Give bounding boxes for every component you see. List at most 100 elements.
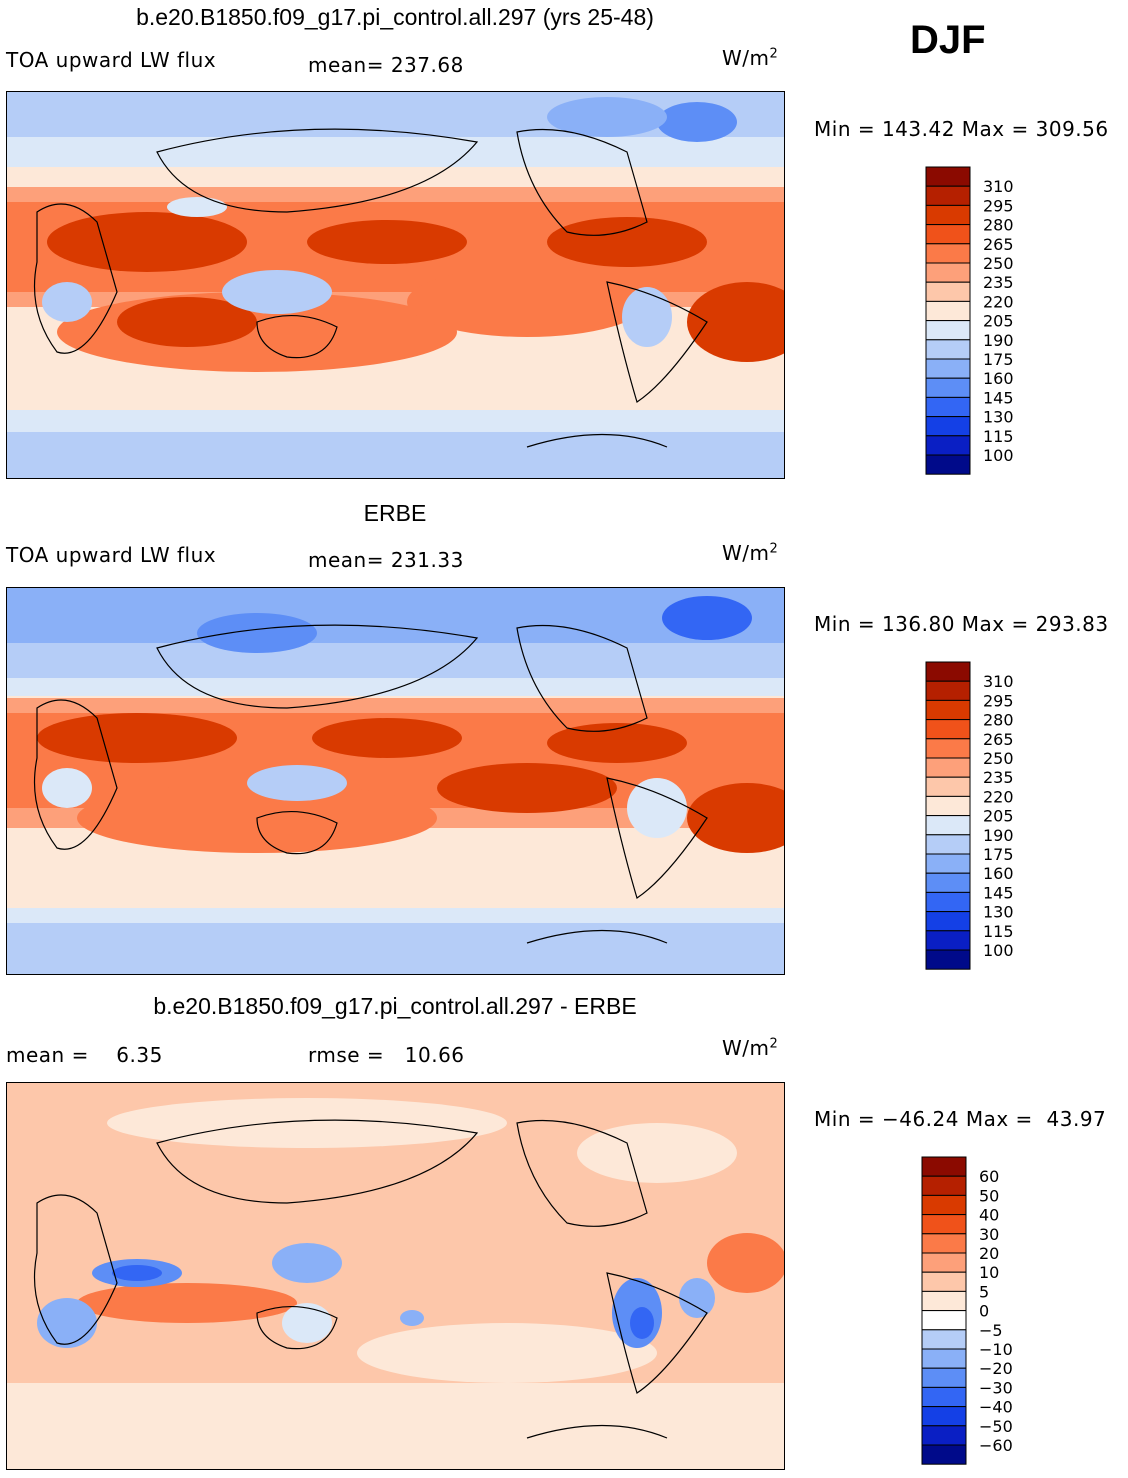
colorbar-box-14: [921, 1425, 967, 1446]
colorbar-label-11: 145: [983, 388, 1014, 407]
colorbar-box-9: [925, 339, 971, 360]
colorbar-box-2: [921, 1194, 967, 1216]
colorbar-box-12: [921, 1386, 967, 1408]
season-label: DJF: [910, 18, 986, 62]
colorbar-label-0: 60: [979, 1167, 999, 1186]
colorbar-label-4: 250: [983, 749, 1014, 768]
panel1-mean-label: mean= 237.68: [308, 53, 464, 77]
colorbar-box-12: [925, 396, 971, 418]
panel1-variable-label: TOA upward LW flux: [6, 48, 217, 72]
colorbar-label-7: 205: [983, 807, 1014, 826]
colorbar-box-7: [925, 300, 971, 322]
panel1-map: [6, 91, 785, 479]
colorbar-box-13: [925, 416, 971, 437]
colorbar-box-13: [921, 1406, 967, 1427]
panel3-rmse-label: rmse = 10.66: [308, 1043, 465, 1067]
colorbar-box-0: [921, 1156, 967, 1177]
colorbar-box-11: [921, 1367, 967, 1388]
colorbar-label-9: −10: [979, 1340, 1013, 1359]
colorbar-box-8: [925, 320, 971, 341]
panel1-minmax: Min = 143.42 Max = 309.56: [814, 117, 1109, 141]
colorbar-label-13: 115: [983, 427, 1014, 446]
panel2-map: [6, 587, 785, 975]
panel3-units: W/m2: [722, 1036, 779, 1060]
colorbar-box-11: [925, 872, 971, 893]
colorbar-label-4: 250: [983, 254, 1014, 273]
colorbar-box-13: [925, 911, 971, 932]
panel1-title: b.e20.B1850.f09_g17.pi_control.all.297 (…: [136, 4, 654, 30]
colorbar-box-10: [921, 1348, 967, 1369]
colorbar-box-15: [921, 1444, 967, 1465]
colorbar-label-2: 280: [983, 216, 1014, 235]
colorbar-label-14: −60: [979, 1436, 1013, 1455]
panel2-title: ERBE: [363, 500, 427, 526]
colorbar-box-5: [925, 757, 971, 778]
colorbar-label-5: 235: [983, 768, 1014, 787]
colorbar-label-9: 175: [983, 845, 1014, 864]
colorbar-label-3: 265: [983, 235, 1014, 254]
colorbar-label-7: 205: [983, 312, 1014, 331]
colorbar-label-4: 20: [979, 1244, 999, 1263]
colorbar-box-3: [925, 719, 971, 740]
colorbar-box-8: [925, 815, 971, 836]
colorbar-label-7: 0: [979, 1302, 989, 1321]
colorbar-label-9: 175: [983, 350, 1014, 369]
colorbar-label-0: 310: [983, 672, 1014, 691]
colorbar-box-9: [925, 834, 971, 855]
colorbar-box-11: [925, 377, 971, 398]
colorbar-box-12: [925, 891, 971, 913]
colorbar-box-6: [921, 1271, 967, 1292]
colorbar-box-4: [921, 1233, 967, 1254]
colorbar-label-8: −5: [979, 1321, 1003, 1340]
colorbar-label-5: 10: [979, 1263, 999, 1282]
colorbar-label-13: −50: [979, 1417, 1013, 1436]
colorbar-label-12: 130: [983, 408, 1014, 427]
colorbar-label-1: 295: [983, 691, 1014, 710]
colorbar-box-3: [921, 1214, 967, 1235]
colorbar-label-6: 5: [979, 1282, 989, 1301]
colorbar-label-10: 160: [983, 369, 1014, 388]
colorbar-box-6: [925, 776, 971, 797]
colorbar-label-6: 220: [983, 787, 1014, 806]
colorbar-label-6: 220: [983, 292, 1014, 311]
panel3-map: [6, 1082, 785, 1470]
colorbar-box-1: [925, 680, 971, 701]
colorbar-label-1: 50: [979, 1186, 999, 1205]
colorbar-box-6: [925, 281, 971, 302]
colorbar-label-12: −40: [979, 1398, 1013, 1417]
panel1-units: W/m2: [722, 46, 779, 70]
panel2-variable-label: TOA upward LW flux: [6, 543, 217, 567]
colorbar-box-15: [925, 454, 971, 475]
panel2-mean-label: mean= 231.33: [308, 548, 464, 572]
colorbar-label-13: 115: [983, 922, 1014, 941]
colorbar-label-3: 30: [979, 1225, 999, 1244]
colorbar-box-4: [925, 243, 971, 264]
colorbar-label-1: 295: [983, 196, 1014, 215]
colorbar-box-1: [921, 1175, 967, 1196]
colorbar-box-9: [921, 1329, 967, 1350]
colorbar-label-10: −20: [979, 1359, 1013, 1378]
colorbar-label-0: 310: [983, 177, 1014, 196]
colorbar-box-3: [925, 224, 971, 245]
colorbar-box-5: [921, 1252, 967, 1273]
colorbar-box-10: [925, 358, 971, 379]
panel1-colorbar: 3102952802652502352202051901751601451301…: [925, 166, 1014, 475]
colorbar-box-14: [925, 435, 971, 456]
colorbar-box-1: [925, 185, 971, 206]
colorbar-label-5: 235: [983, 273, 1014, 292]
colorbar-label-11: −30: [979, 1378, 1013, 1397]
colorbar-label-2: 280: [983, 711, 1014, 730]
colorbar-label-8: 190: [983, 826, 1014, 845]
colorbar-label-8: 190: [983, 331, 1014, 350]
colorbar-label-3: 265: [983, 730, 1014, 749]
colorbar-box-2: [925, 699, 971, 721]
colorbar-label-12: 130: [983, 903, 1014, 922]
colorbar-box-0: [925, 661, 971, 682]
colorbar-box-14: [925, 930, 971, 951]
colorbar-box-0: [925, 166, 971, 187]
colorbar-box-4: [925, 738, 971, 759]
colorbar-box-15: [925, 949, 971, 970]
panel2-colorbar: 3102952802652502352202051901751601451301…: [925, 661, 1014, 970]
colorbar-box-8: [921, 1310, 967, 1331]
colorbar-box-7: [925, 795, 971, 817]
